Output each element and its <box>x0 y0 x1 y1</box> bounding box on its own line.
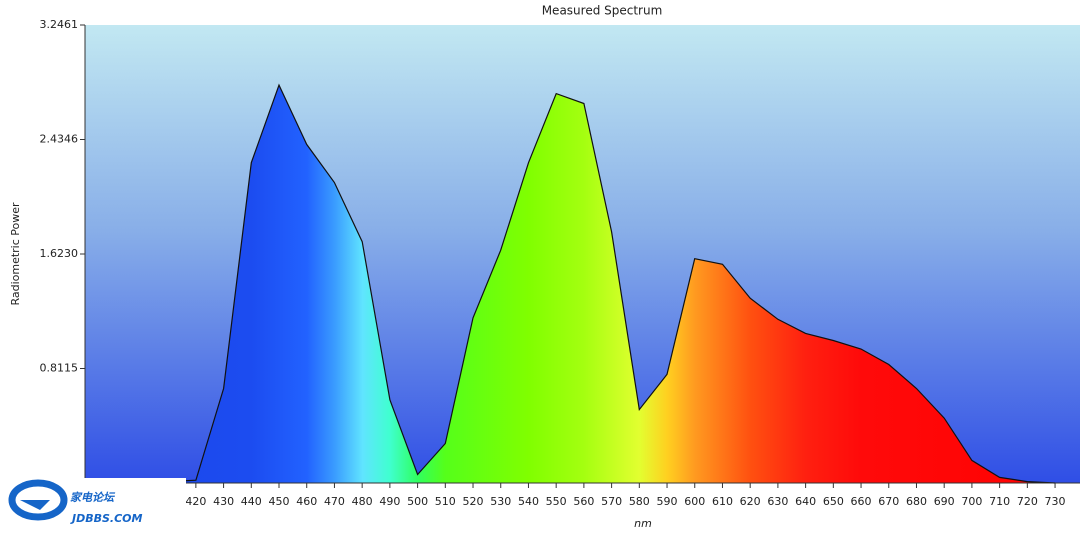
x-tick-label: 550 <box>546 495 567 508</box>
watermark-logo-arrow <box>20 500 50 510</box>
x-tick-label: 470 <box>324 495 345 508</box>
x-tick-label: 450 <box>269 495 290 508</box>
x-tick-label: 520 <box>463 495 484 508</box>
x-tick-label: 540 <box>518 495 539 508</box>
x-tick-label: 680 <box>906 495 927 508</box>
x-tick-label: 700 <box>961 495 982 508</box>
chart-title: Measured Spectrum <box>542 4 663 18</box>
x-tick-label: 710 <box>989 495 1010 508</box>
x-tick-label: 620 <box>740 495 761 508</box>
x-tick-label: 630 <box>767 495 788 508</box>
area-fill <box>85 85 1056 483</box>
x-tick-label: 420 <box>185 495 206 508</box>
x-tick-label: 500 <box>407 495 428 508</box>
x-tick-label: 430 <box>213 495 234 508</box>
y-tick-label: 0.8115 <box>40 362 79 375</box>
x-tick-label: 460 <box>296 495 317 508</box>
x-tick-label: 570 <box>601 495 622 508</box>
x-tick-label: 480 <box>352 495 373 508</box>
x-tick-label: 510 <box>435 495 456 508</box>
y-tick-label: 2.4346 <box>40 132 79 145</box>
x-tick-label: 640 <box>795 495 816 508</box>
watermark-logo <box>8 479 68 521</box>
watermark: 家电论坛 JDBBS.COM <box>6 478 186 526</box>
x-tick-label: 650 <box>823 495 844 508</box>
x-tick-label: 490 <box>379 495 400 508</box>
x-tick-label: 660 <box>851 495 872 508</box>
y-tick-label: 3.2461 <box>40 18 79 31</box>
x-tick-label: 720 <box>1017 495 1038 508</box>
y-tick-label: 1.6230 <box>40 247 79 260</box>
x-tick-label: 590 <box>657 495 678 508</box>
x-tick-label: 560 <box>573 495 594 508</box>
x-axis-label: nm <box>634 517 652 530</box>
x-tick-label: 530 <box>490 495 511 508</box>
y-axis-label: Radiometric Power <box>9 202 22 306</box>
x-tick-label: 670 <box>878 495 899 508</box>
x-tick-label: 440 <box>241 495 262 508</box>
x-tick-label: 690 <box>934 495 955 508</box>
watermark-subtitle: JDBBS.COM <box>70 512 143 525</box>
x-tick-label: 580 <box>629 495 650 508</box>
watermark-title: 家电论坛 <box>70 491 116 504</box>
area-outline <box>85 83 1056 484</box>
x-tick-label: 730 <box>1045 495 1066 508</box>
x-tick-label: 610 <box>712 495 733 508</box>
x-tick-label: 600 <box>684 495 705 508</box>
